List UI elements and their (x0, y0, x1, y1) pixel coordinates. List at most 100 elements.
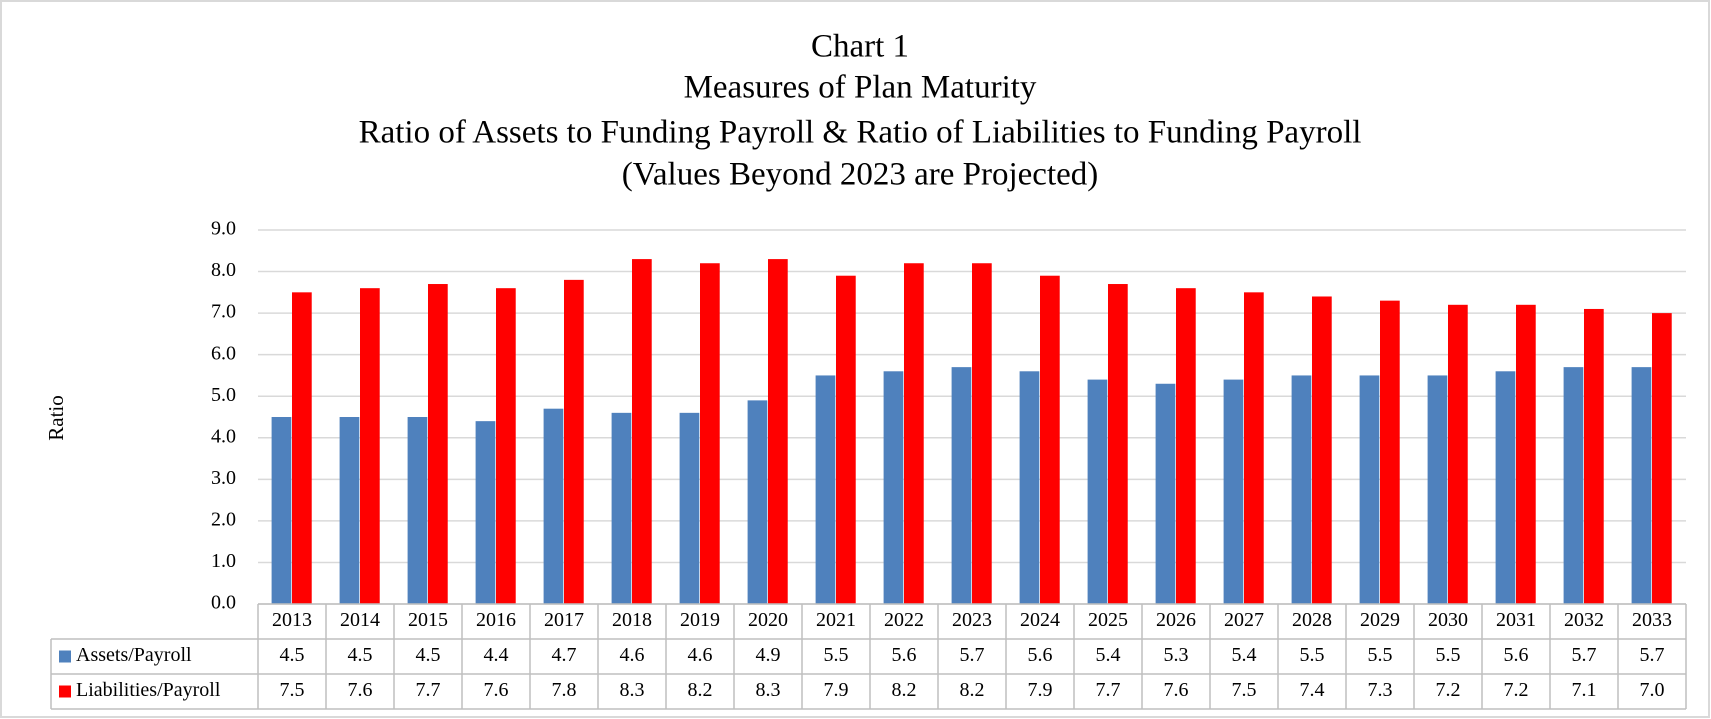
bar (611, 412, 632, 604)
bar (1291, 375, 1312, 604)
bar (564, 279, 584, 604)
chart-subtitle: Ratio of Assets to Funding Payroll & Rat… (359, 115, 1362, 151)
table-value: 7.2 (1436, 679, 1461, 701)
x-tick-label: 2031 (1496, 609, 1536, 631)
x-tick-label: 2026 (1156, 609, 1196, 631)
bar (1176, 288, 1196, 604)
table-value: 5.7 (960, 644, 985, 666)
bar (1652, 313, 1672, 604)
x-tick-label: 2020 (748, 609, 788, 631)
bar (747, 400, 768, 604)
bar (1244, 292, 1264, 604)
bar (632, 259, 652, 604)
x-tick-label: 2025 (1088, 609, 1128, 631)
table-value: 7.5 (280, 679, 305, 701)
bar (1087, 379, 1108, 604)
bar (768, 259, 788, 604)
table-value: 4.5 (280, 644, 305, 666)
bar (271, 417, 292, 604)
y-tick-label: 2.0 (211, 508, 236, 530)
bar (1427, 375, 1448, 604)
table-value: 5.5 (1436, 644, 1461, 666)
bar (1155, 383, 1176, 604)
y-axis-label: Ratio (44, 395, 68, 441)
table-value: 7.2 (1504, 679, 1529, 701)
y-tick-label: 1.0 (211, 550, 236, 572)
table-value: 7.0 (1640, 679, 1665, 701)
y-tick-label: 4.0 (211, 425, 236, 447)
x-tick-label: 2015 (408, 609, 448, 631)
table-value: 7.8 (552, 679, 577, 701)
table-value: 4.6 (688, 644, 713, 666)
chart-subtitle: (Values Beyond 2023 are Projected) (622, 157, 1099, 193)
bar (1516, 304, 1536, 604)
table-value: 5.4 (1232, 644, 1257, 666)
table-value: 4.5 (348, 644, 373, 666)
table-value: 7.6 (348, 679, 373, 701)
table-value: 4.9 (756, 644, 781, 666)
table-value: 7.1 (1572, 679, 1597, 701)
x-tick-label: 2014 (340, 609, 380, 631)
bar (475, 421, 496, 604)
table-value: 7.4 (1300, 679, 1325, 701)
bar (407, 417, 428, 604)
table-value: 7.7 (416, 679, 441, 701)
bar (428, 284, 448, 604)
table-value: 5.5 (824, 644, 849, 666)
legend-label: Liabilities/Payroll (76, 679, 221, 701)
y-tick-label: 6.0 (211, 342, 236, 364)
x-tick-label: 2024 (1020, 609, 1060, 631)
table-value: 5.7 (1640, 644, 1665, 666)
table-value: 7.9 (1028, 679, 1053, 701)
table-value: 5.6 (1028, 644, 1053, 666)
bar (951, 367, 972, 604)
x-tick-label: 2016 (476, 609, 516, 631)
table-value: 4.4 (484, 644, 509, 666)
x-tick-label: 2030 (1428, 609, 1468, 631)
x-tick-label: 2017 (544, 609, 584, 631)
bar (1584, 308, 1604, 604)
table-value: 4.7 (552, 644, 577, 666)
y-tick-label: 7.0 (211, 301, 236, 323)
table-value: 5.5 (1300, 644, 1325, 666)
bar (1019, 371, 1040, 604)
bar (904, 263, 924, 604)
bar (1312, 296, 1332, 604)
bar (1359, 375, 1380, 604)
bar (972, 263, 992, 604)
y-tick-label: 9.0 (211, 218, 236, 240)
x-tick-label: 2013 (272, 609, 312, 631)
table-value: 5.7 (1572, 644, 1597, 666)
x-tick-label: 2029 (1360, 609, 1400, 631)
bar (679, 412, 700, 604)
bar (292, 292, 312, 604)
table-value: 8.2 (688, 679, 713, 701)
chart-subtitle: Measures of Plan Maturity (684, 70, 1037, 106)
table-value: 5.6 (892, 644, 917, 666)
x-tick-label: 2021 (816, 609, 856, 631)
table-value: 8.3 (756, 679, 781, 701)
table-value: 8.3 (620, 679, 645, 701)
table-value: 7.6 (1164, 679, 1189, 701)
table-value: 7.5 (1232, 679, 1257, 701)
bar (360, 288, 380, 604)
table-value: 8.2 (960, 679, 985, 701)
bar (1495, 371, 1516, 604)
table-value: 5.3 (1164, 644, 1189, 666)
bar (339, 417, 360, 604)
table-value: 5.4 (1096, 644, 1121, 666)
bar (1380, 300, 1400, 604)
table-value: 5.6 (1504, 644, 1529, 666)
bar (836, 275, 856, 604)
x-tick-label: 2022 (884, 609, 924, 631)
x-tick-label: 2018 (612, 609, 652, 631)
bar (815, 375, 836, 604)
bar (1040, 275, 1060, 604)
bar (700, 263, 720, 604)
table-value: 5.5 (1368, 644, 1393, 666)
x-tick-label: 2019 (680, 609, 720, 631)
y-tick-label: 3.0 (211, 467, 236, 489)
y-tick-label: 8.0 (211, 259, 236, 281)
x-tick-label: 2032 (1564, 609, 1604, 631)
